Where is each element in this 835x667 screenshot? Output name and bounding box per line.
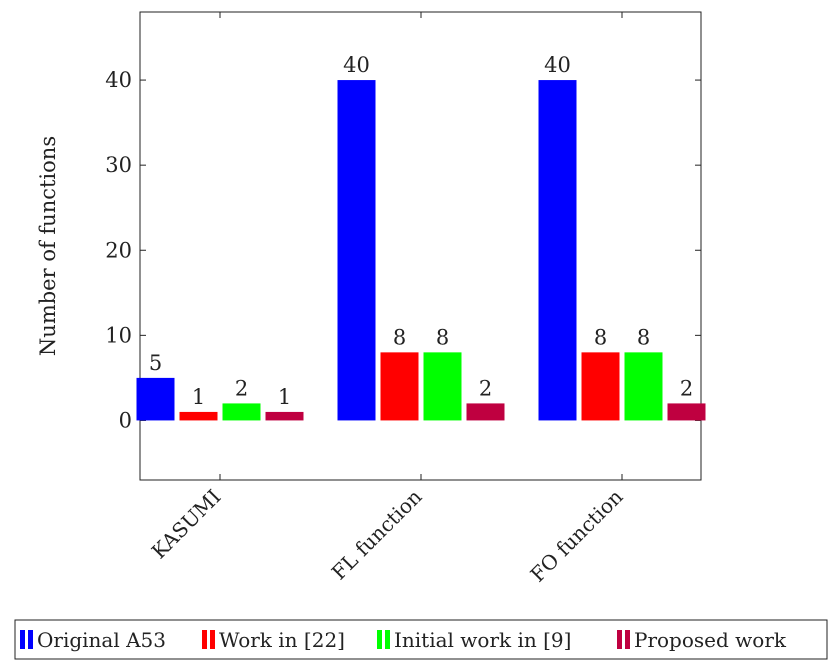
legend-swatch: [625, 630, 630, 649]
bar-value-label: 8: [436, 325, 449, 349]
y-axis: 0 10 20 30 40: [105, 68, 701, 432]
legend-frame: [14, 619, 828, 660]
y-tick-label: 10: [105, 323, 132, 347]
legend-swatch: [617, 630, 622, 649]
bar: [179, 411, 218, 421]
bar-value-label: 2: [680, 376, 693, 400]
legend-label: Proposed work: [634, 628, 787, 652]
bar: [667, 403, 706, 421]
bar-value-label: 8: [637, 325, 650, 349]
bar-value-label: 8: [594, 325, 607, 349]
y-tick-label: 40: [105, 68, 132, 92]
bar: [423, 352, 462, 421]
legend-label: Initial work in [9]: [394, 628, 571, 652]
legend-swatch: [28, 630, 33, 649]
category-label: FL function: [327, 484, 427, 584]
legend-label: Original A53: [37, 628, 166, 652]
bar: [222, 403, 261, 421]
bar-value-label: 5: [149, 351, 162, 375]
bar-value-label: 2: [479, 376, 492, 400]
legend-swatch: [202, 630, 207, 649]
legend-label: Work in [22]: [219, 628, 345, 652]
y-tick-label: 20: [105, 238, 132, 262]
bar: [337, 80, 376, 421]
y-axis-title: Number of functions: [36, 136, 60, 356]
category-label: FO function: [525, 484, 627, 586]
data-labels: 5 1 2 1 40 8 8 2 40 8 8 2: [149, 53, 693, 409]
bar: [265, 411, 304, 421]
bar-value-label: 40: [544, 53, 571, 77]
y-tick-label: 30: [105, 153, 132, 177]
bar: [538, 80, 577, 421]
bar-value-label: 1: [278, 385, 291, 409]
bar: [466, 403, 505, 421]
y-tick-label: 0: [119, 408, 132, 432]
bar: [581, 352, 620, 421]
bar-value-label: 1: [192, 385, 205, 409]
legend-swatch: [377, 630, 382, 649]
bar: [136, 377, 175, 421]
legend-swatch: [210, 630, 215, 649]
bar: [380, 352, 419, 421]
bars: [136, 80, 706, 421]
bar-value-label: 40: [343, 53, 370, 77]
legend-swatch: [20, 630, 25, 649]
bar-value-label: 8: [393, 325, 406, 349]
bar-value-label: 2: [235, 376, 248, 400]
category-label: KASUMI: [147, 485, 226, 564]
legend-swatch: [385, 630, 390, 649]
legend: Original A53 Work in [22] Initial work in …: [14, 619, 828, 660]
bar: [624, 352, 663, 421]
